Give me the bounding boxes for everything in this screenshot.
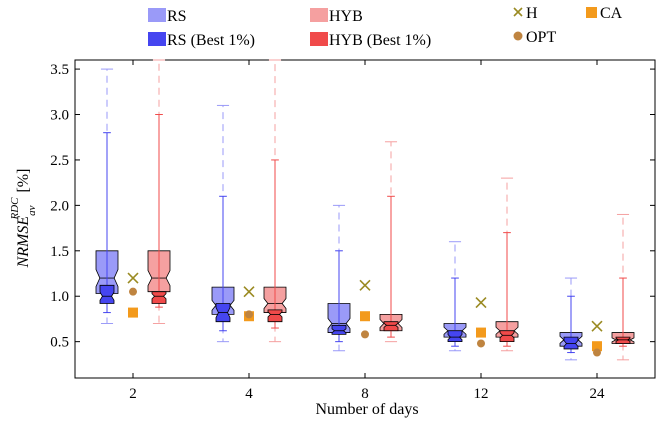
box-body bbox=[151, 291, 167, 304]
legend-label-rs: RS bbox=[167, 8, 187, 25]
point-ca bbox=[476, 327, 486, 338]
y-tick-label: 0.5 bbox=[50, 335, 69, 351]
y-tick-label: 1.0 bbox=[50, 289, 69, 305]
y-tick-label: 1.5 bbox=[50, 244, 69, 260]
point-h-b bbox=[359, 279, 371, 291]
y-tick-label: 2.0 bbox=[50, 198, 69, 214]
legend: RS RS (Best 1%) HYB HYB (Best 1%) H CA O… bbox=[148, 5, 623, 49]
x-axis-label: Number of days bbox=[315, 401, 418, 418]
legend-swatch-rs bbox=[148, 8, 166, 22]
point-h bbox=[591, 320, 603, 332]
y-tick-label: 3.5 bbox=[50, 62, 69, 78]
box-rs-best bbox=[447, 277, 463, 347]
x-tick-label: 2 bbox=[129, 386, 137, 402]
y-tick-label: 2.5 bbox=[50, 153, 69, 169]
x-tick-label: 8 bbox=[361, 386, 369, 402]
box-rs-best bbox=[331, 250, 347, 343]
point-ca bbox=[360, 311, 370, 322]
point-h-b bbox=[591, 320, 603, 332]
point-opt bbox=[245, 310, 253, 319]
legend-label-hyb-best: HYB (Best 1%) bbox=[329, 32, 431, 49]
point-opt bbox=[129, 287, 137, 296]
legend-swatch-hyb-best bbox=[310, 32, 328, 46]
box-body bbox=[331, 324, 347, 335]
box-body bbox=[383, 321, 399, 332]
legend-marker-opt bbox=[513, 31, 523, 41]
legend-swatch-hyb bbox=[310, 8, 328, 22]
box-body bbox=[499, 330, 515, 343]
point-h bbox=[243, 286, 255, 298]
point-h bbox=[127, 272, 139, 284]
point-opt bbox=[593, 348, 601, 357]
box-body bbox=[563, 336, 579, 350]
plot-area: 0.51.01.52.02.53.03.52 4 8 12 24 bbox=[50, 59, 656, 402]
point-ca bbox=[592, 341, 602, 352]
point-h bbox=[359, 279, 371, 291]
x-tick-label: 4 bbox=[245, 386, 253, 402]
point-opt bbox=[361, 330, 369, 339]
plot-frame bbox=[74, 59, 656, 379]
point-h-b bbox=[243, 286, 255, 298]
box-body bbox=[99, 284, 115, 304]
box-rs-best bbox=[99, 132, 115, 314]
legend-marker-ca bbox=[586, 7, 597, 18]
legend-label-opt: OPT bbox=[526, 29, 556, 46]
legend-marker-h bbox=[513, 7, 523, 17]
box-body bbox=[267, 309, 283, 323]
point-h-b bbox=[127, 272, 139, 284]
x-tick-label: 24 bbox=[590, 386, 606, 402]
box-rs-best bbox=[563, 295, 579, 354]
point-ca bbox=[128, 307, 138, 318]
box-rs-best bbox=[215, 195, 231, 332]
legend-label-ca: CA bbox=[600, 5, 623, 22]
box-body bbox=[615, 336, 631, 344]
point-opt bbox=[477, 339, 485, 348]
box-hyb-best bbox=[151, 114, 167, 308]
legend-h-cross-b bbox=[513, 7, 523, 17]
box-hyb-best bbox=[615, 277, 631, 347]
legend-swatch-rs-best bbox=[148, 32, 166, 46]
box-hyb-best bbox=[499, 232, 515, 347]
point-h-b bbox=[475, 297, 487, 309]
point-h bbox=[475, 297, 487, 309]
y-tick-label: 3.0 bbox=[50, 108, 69, 124]
y-axis-label: NRMSEavRDC[%] bbox=[9, 169, 38, 269]
box-hyb-best bbox=[267, 159, 283, 329]
box-body bbox=[447, 330, 463, 343]
legend-label-rs-best: RS (Best 1%) bbox=[167, 32, 255, 49]
box-hyb-best bbox=[383, 195, 399, 338]
x-tick-label: 12 bbox=[474, 386, 489, 402]
legend-label-hyb: HYB bbox=[329, 8, 363, 25]
legend-label-h: H bbox=[526, 5, 538, 22]
